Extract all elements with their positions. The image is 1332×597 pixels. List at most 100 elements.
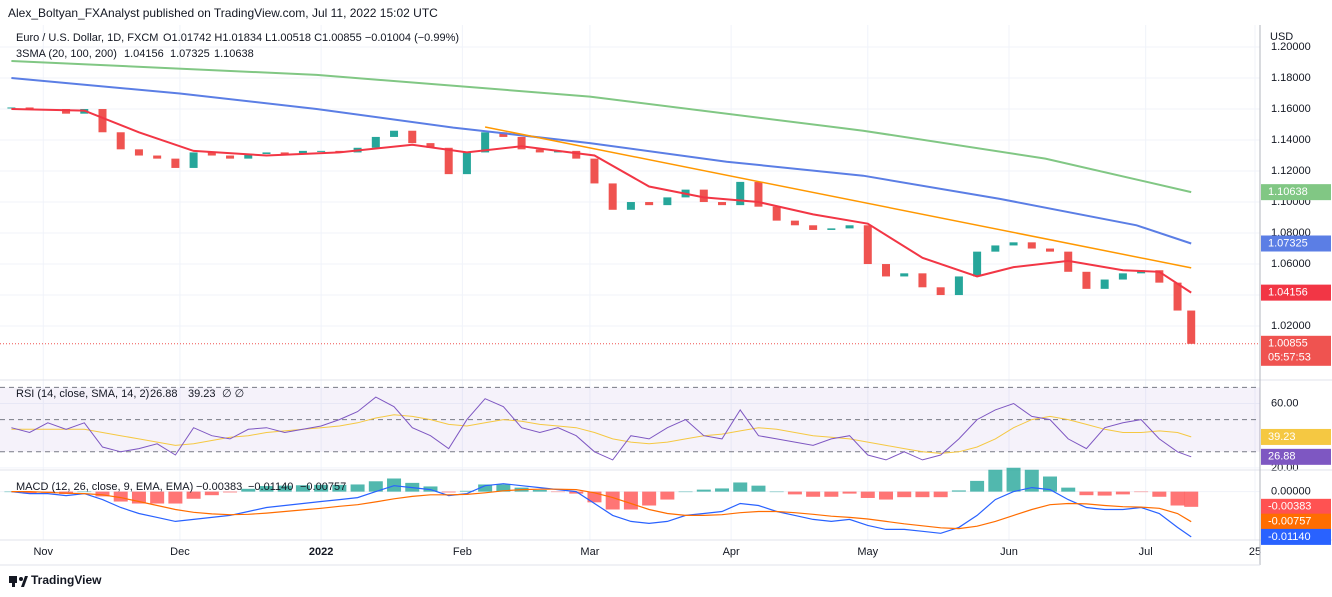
candle [62,109,71,114]
candle [390,130,399,137]
macd-histogram-bar [696,489,711,492]
candle [153,155,162,159]
overlay-value: 1.10638 [214,48,254,60]
macd-histogram-bar [787,491,802,495]
y-tick-label: 1.14000 [1271,134,1311,146]
rsi-badge-bg [1261,448,1331,465]
footer-brand: TradingView [31,573,102,587]
macd-histogram-bar [842,491,857,494]
candle [572,150,581,159]
macd-histogram-bar [478,484,493,492]
candle [1082,271,1091,289]
macd-histogram-bar [860,491,875,498]
candle [772,206,781,221]
candle [809,225,818,230]
x-tick-label: Dec [170,546,190,558]
candle [645,202,654,206]
trend-line [484,126,1192,269]
candle [790,220,799,226]
macd-histogram-bar [350,484,365,492]
y-tick-label: 0.00000 [1271,486,1311,498]
candle [462,152,471,175]
candle [1187,310,1196,344]
candle [1100,279,1109,289]
macd-histogram-bar [168,491,183,504]
macd-line [11,483,1192,538]
macd-histogram-bar [879,491,894,500]
symbol-title: Euro / U.S. Dollar, 1D, FXCM [16,32,158,44]
candle [827,228,836,230]
macd-histogram-bar [532,490,547,492]
macd-histogram-bar [131,491,146,504]
candle [189,152,198,168]
macd-histogram-bar [587,491,602,503]
candle [1155,270,1164,283]
candle [134,149,143,156]
macd-histogram-bar [241,488,256,492]
macd-histogram-bar [459,490,474,492]
x-tick-label: Nov [33,546,53,558]
candle [426,143,435,148]
sma-badge-bg [1261,235,1331,252]
macd-histogram-bar [806,491,821,497]
macd-histogram-bar [605,491,620,510]
macd-histogram-bar [204,491,219,496]
x-tick-label: 25 [1249,546,1261,558]
y-tick-label: 1.18000 [1271,72,1311,84]
countdown: 05:57:53 [1268,352,1311,364]
x-tick-label: Jun [1000,546,1018,558]
rsi-line [11,396,1192,461]
candle [1027,242,1036,249]
macd-histogram-bar [1006,467,1021,492]
macd-histogram-bar [368,481,383,492]
overlay-value: 1.07325 [170,48,210,60]
candle [226,155,235,159]
candle [900,273,909,277]
macd-histogram-bar [897,491,912,498]
candle [7,107,16,109]
sma-badge-bg [1261,284,1331,301]
macd-histogram-bar [496,484,511,492]
macd-histogram-bar [1097,491,1112,496]
macd-badge-bg [1261,513,1331,530]
candle [754,181,763,207]
macd-histogram-bar [933,491,948,498]
candle [207,152,216,156]
macd-histogram-bar [186,491,201,499]
macd-histogram-bar [295,485,310,492]
candle [317,150,326,152]
macd-hist-value: −0.00383 [196,481,242,493]
currency: USD [1270,31,1293,43]
candle [845,225,854,229]
candle [444,147,453,175]
macd-value: −0.01140 [248,481,293,493]
candle [699,189,708,203]
rsi-extra: ∅ ∅ [222,388,244,400]
macd-badge-bg [1261,528,1331,545]
candle [262,152,271,154]
sma-line [11,108,1192,294]
candle [663,197,672,206]
candle [736,181,745,206]
macd-histogram-bar [733,482,748,492]
overlay-value: 1.04156 [124,48,164,60]
macd-histogram-bar [970,480,985,492]
x-tick-label: Jul [1139,546,1153,558]
candle [626,202,635,210]
macd-histogram-bar [1170,491,1185,506]
sma-line [11,77,1192,245]
macd-histogram-bar [95,491,110,497]
macd-badge: -0.01140 [1268,531,1311,543]
macd-histogram-bar [113,491,128,502]
candle [98,109,107,133]
sma-badge: 1.04156 [1268,287,1308,299]
rsi-badge: 39.23 [1268,431,1296,443]
candle [298,150,307,154]
macd-histogram-bar [441,491,456,493]
sma-line [11,60,1192,194]
candle [25,107,34,110]
y-tick-label: 1.02000 [1271,320,1311,332]
macd-histogram-bar [988,469,1003,492]
candle [280,152,289,154]
macd-histogram-bar [314,484,329,492]
